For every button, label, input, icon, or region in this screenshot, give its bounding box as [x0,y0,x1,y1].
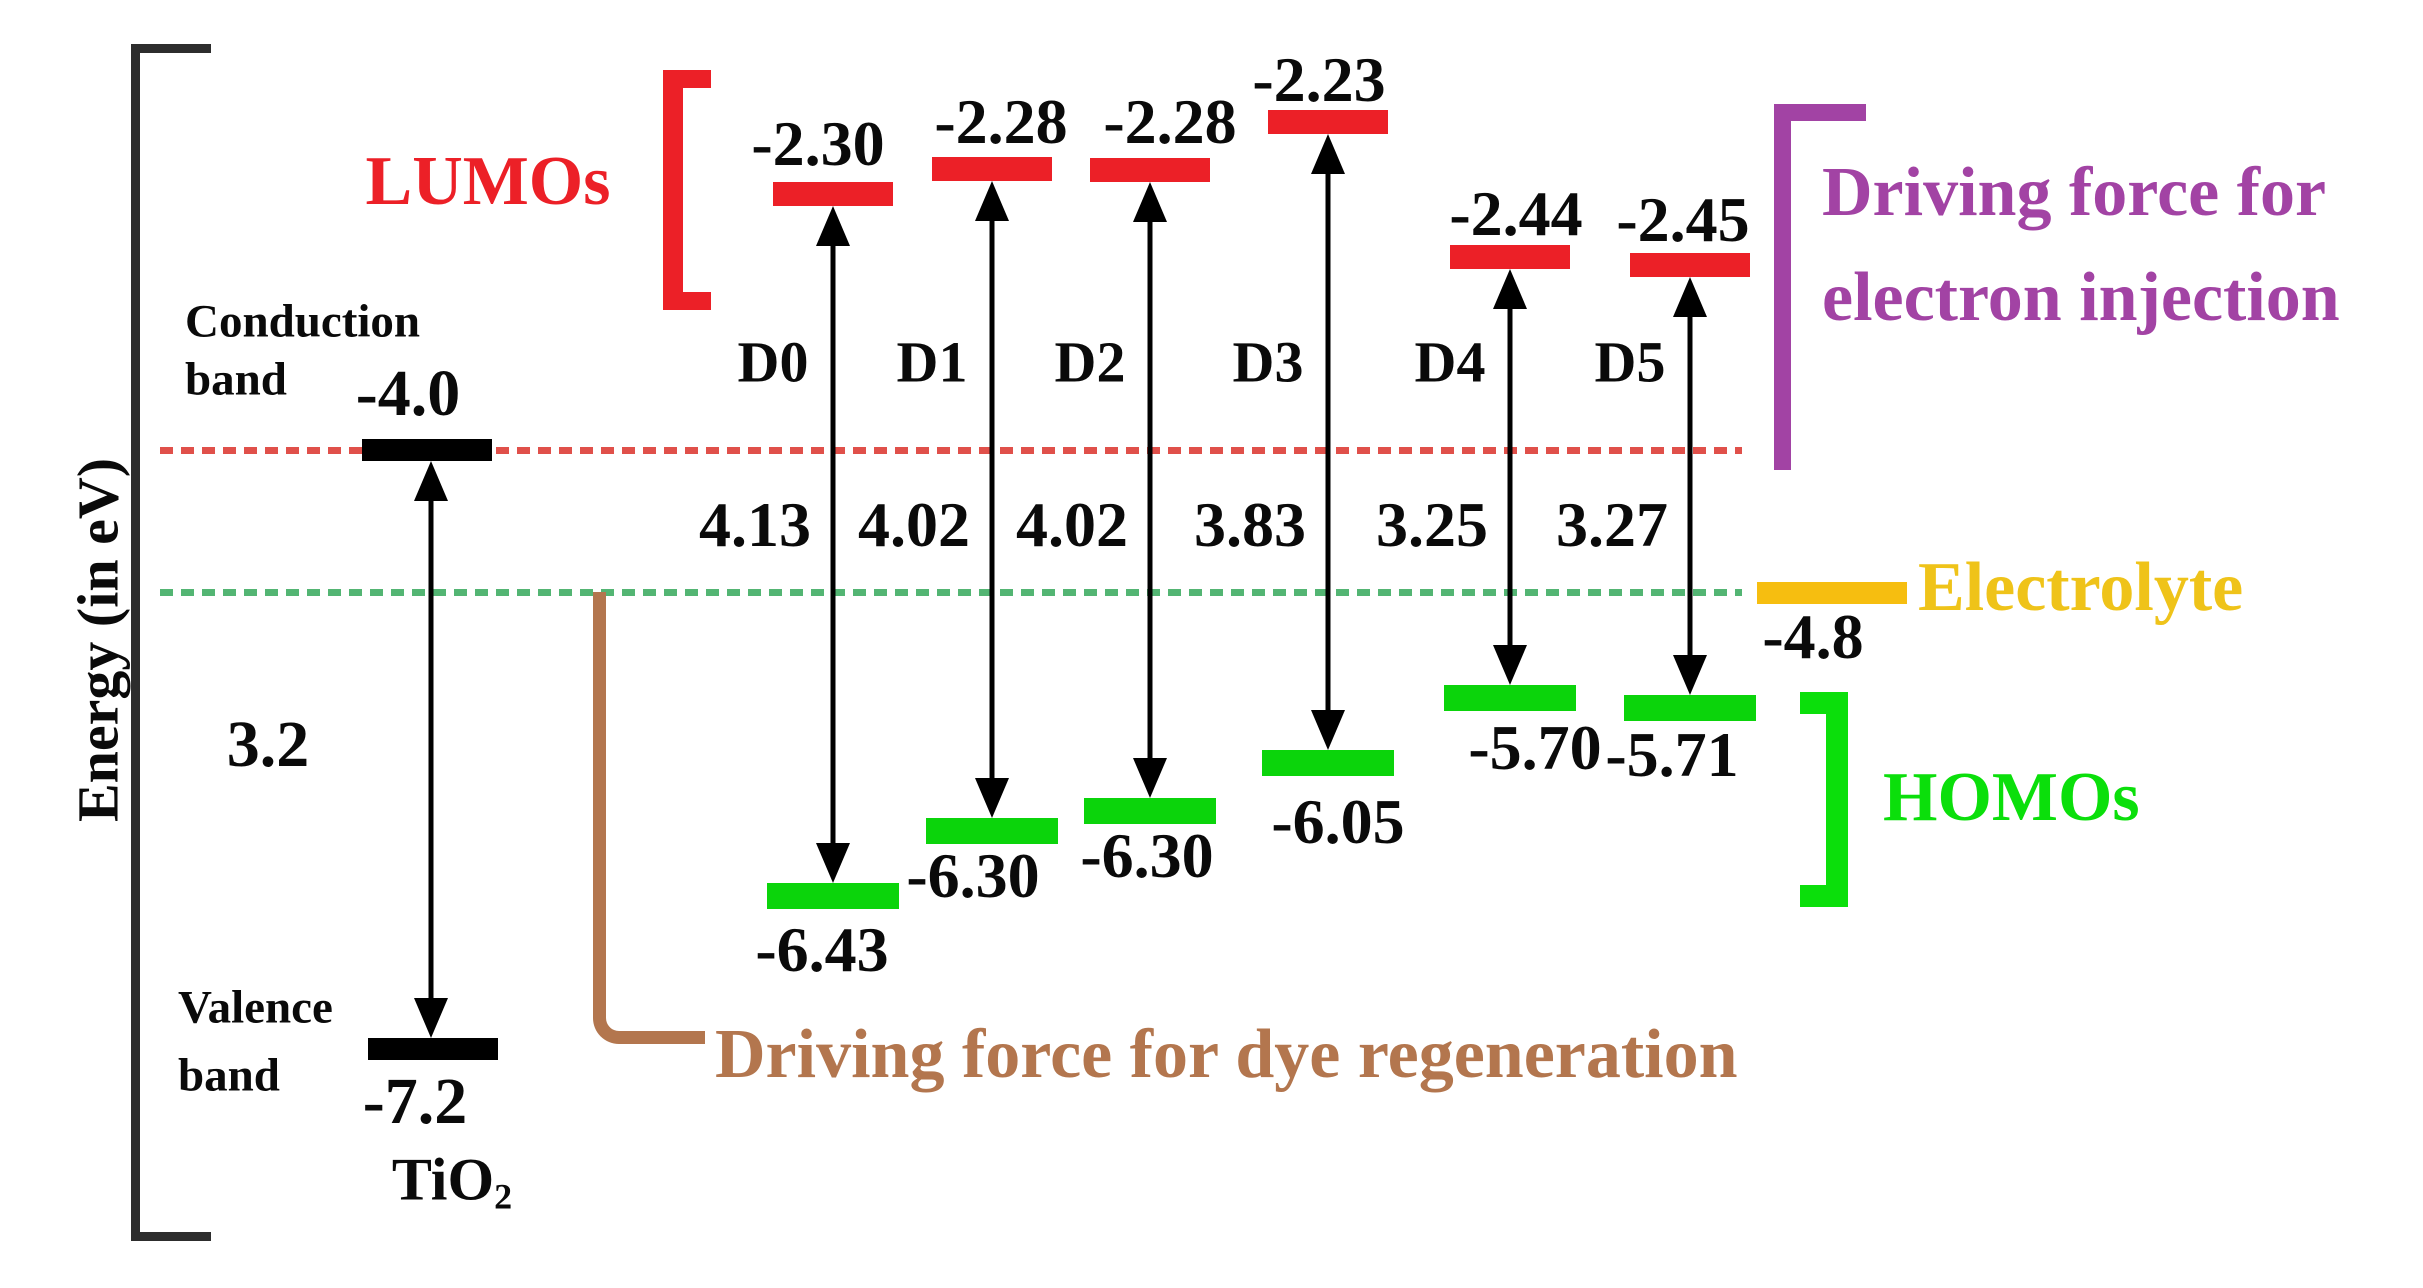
gap-arrow-D4 [1492,269,1528,685]
electron-injection-annotation-line2: electron injection [1822,259,2340,336]
lumo-value-D0: -2.30 [751,108,885,179]
dye-label-D1: D1 [896,329,968,395]
tio2-band-gap-arrow [413,461,449,1038]
gap-arrow-D2 [1132,182,1168,798]
lumo-bar-D5 [1630,253,1750,277]
lumos-label: LUMOs [365,143,611,220]
dye-label-D3: D3 [1232,329,1304,395]
gap-value-D4: 3.25 [1376,489,1488,560]
energy-axis-bottom-tick [131,1232,211,1241]
gap-arrow-D5 [1672,277,1708,695]
electrolyte-dashed-line [160,589,1742,596]
dye-label-D4: D4 [1414,329,1486,395]
gap-arrow-D1 [974,181,1010,818]
gap-value-D5: 3.27 [1556,489,1668,560]
valence-band-bar [368,1038,498,1060]
gap-value-D3: 3.83 [1194,489,1306,560]
homo-bar-D1 [926,818,1058,844]
homo-bar-D3 [1262,750,1394,776]
lumo-bar-D3 [1268,110,1388,134]
dye-regeneration-bracket [593,592,705,1044]
homo-bar-D0 [767,883,899,909]
energy-axis-label: Energy (in eV) [65,457,131,823]
dye-label-D0: D0 [737,329,809,395]
gap-arrow-D0 [815,206,851,883]
gap-arrow-D3 [1310,134,1346,750]
tio2-label-text: TiO [391,1146,495,1213]
energy-axis-top-tick [131,44,211,53]
lumo-value-D4: -2.44 [1449,178,1583,249]
homo-value-D2: -6.30 [1080,820,1214,891]
homo-bar-D4 [1444,685,1576,711]
homo-value-D0: -6.43 [755,914,889,985]
energy-axis-line [131,44,140,1241]
dye-label-D5: D5 [1594,329,1666,395]
valence-band-label-line1: Valence [178,981,333,1034]
lumo-bar-D2 [1090,158,1210,182]
lumo-value-D1: -2.28 [934,86,1068,157]
lumo-bar-D0 [773,182,893,206]
homo-bar-D5 [1624,695,1756,721]
tio2-band-gap-value: 3.2 [226,708,310,781]
homo-value-D4: -5.70 [1468,712,1602,783]
valence-band-energy-value: -7.2 [362,1065,468,1138]
homos-label: HOMOs [1883,759,2140,836]
conduction-band-label-line2: band [185,353,287,406]
homo-value-D1: -6.30 [906,840,1040,911]
lumo-value-D5: -2.45 [1616,184,1750,255]
electrolyte-label: Electrolyte [1918,549,2244,626]
tio2-label-subscript: 2 [494,1176,513,1217]
homo-value-D3: -6.05 [1271,786,1405,857]
gap-value-D1: 4.02 [858,489,970,560]
dye-label-D2: D2 [1054,329,1126,395]
lumo-bar-D4 [1450,245,1570,269]
lumo-value-D2: -2.28 [1103,86,1237,157]
dye-regeneration-annotation: Driving force for dye regeneration [715,1016,1738,1093]
conduction-band-bar [362,439,492,461]
gap-value-D2: 4.02 [1016,489,1128,560]
homo-bar-D2 [1084,798,1216,824]
lumo-value-D3: -2.23 [1252,44,1386,115]
conduction-band-dashed-line [160,447,1742,454]
valence-band-label-line2: band [178,1049,280,1102]
conduction-band-label-line1: Conduction [185,295,421,348]
electrolyte-bar [1757,582,1907,604]
tio2-label: TiO2 [391,1146,513,1217]
homos-bracket [1800,692,1848,907]
electron-injection-annotation-line1: Driving force for [1822,154,2327,231]
lumo-bar-D1 [932,157,1052,181]
lumos-bracket [663,70,711,310]
conduction-band-energy-value: -4.0 [355,357,461,430]
electrolyte-energy-value: -4.8 [1762,601,1864,672]
homo-value-D5: -5.71 [1605,719,1739,790]
gap-value-D0: 4.13 [699,489,811,560]
electron-injection-bracket [1774,104,1866,470]
